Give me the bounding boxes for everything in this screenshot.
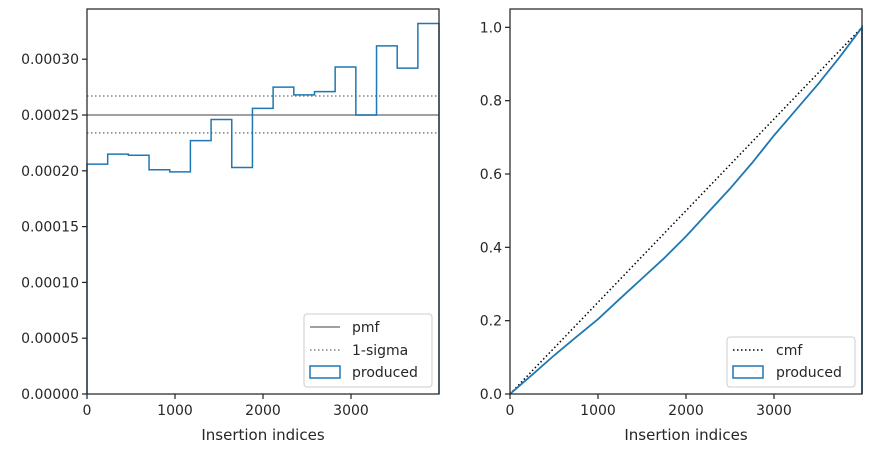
x-axis-label: Insertion indices [201, 426, 324, 444]
right-ytick-label: 1.0 [480, 20, 502, 36]
legend-sigma-label: 1-sigma [352, 343, 408, 359]
x-ticks: 0 1000 2000 3000 [506, 394, 792, 419]
legend-produced-label: produced [352, 365, 418, 381]
right-xtick-label: 3000 [756, 403, 792, 419]
left-xtick-label: 3000 [333, 403, 369, 419]
left-ytick-label: 0.00005 [21, 331, 79, 347]
left-xtick-label: 2000 [245, 403, 281, 419]
right-ytick-label: 0.8 [480, 94, 502, 110]
left-ytick-label: 0.00010 [21, 275, 79, 291]
left-ytick-label: 0.00000 [21, 387, 79, 403]
legend-produced-swatch [309, 365, 341, 379]
x-ticks: 0 1000 2000 3000 [83, 394, 369, 419]
left-ytick-label: 0.00020 [21, 164, 79, 180]
produced-series [86, 22, 440, 394]
cmf-line [509, 26, 863, 395]
legend: cmf produced [726, 336, 856, 388]
right-xtick-label: 0 [506, 403, 515, 419]
right-ytick-label: 0.0 [480, 387, 502, 403]
y-ticks: 0.0 0.2 0.4 0.6 0.8 1.0 [480, 20, 510, 403]
left-ytick-label: 0.00030 [21, 52, 79, 68]
right-xtick-label: 1000 [580, 403, 616, 419]
cumulative-panel: 0.0 0.2 0.4 0.6 0.8 1.0 0 1000 2000 3000 Inserti… [480, 8, 863, 444]
cumulative-series [509, 24, 863, 395]
right-xtick-label: 2000 [668, 403, 704, 419]
left-ytick-label: 0.00015 [21, 220, 79, 236]
plot-frame [509, 8, 863, 395]
legend-box [726, 336, 856, 388]
legend-cmf-label: cmf [776, 343, 803, 359]
reference-lines [87, 95, 439, 134]
produced-step-line [86, 22, 440, 394]
right-ytick-label: 0.2 [480, 314, 502, 330]
right-ytick-label: 0.4 [480, 240, 502, 256]
y-ticks: 0.00000 0.00005 0.00010 0.00015 0.00020 0.000… [21, 52, 87, 403]
x-axis-label: Insertion indices [624, 426, 747, 444]
legend-produced-label: produced [776, 365, 842, 381]
left-ytick-label: 0.00025 [21, 108, 79, 124]
produced-cumulative-line [509, 24, 863, 395]
right-ytick-label: 0.6 [480, 167, 502, 183]
left-xtick-label: 0 [83, 403, 92, 419]
legend-pmf-label: pmf [352, 320, 381, 336]
histogram-panel: 0.00000 0.00005 0.00010 0.00015 0.00020 0.000… [21, 8, 440, 444]
left-xtick-label: 1000 [157, 403, 193, 419]
legend-box [303, 313, 433, 388]
legend-produced-swatch [732, 365, 764, 379]
legend: pmf 1-sigma produced [303, 313, 433, 388]
